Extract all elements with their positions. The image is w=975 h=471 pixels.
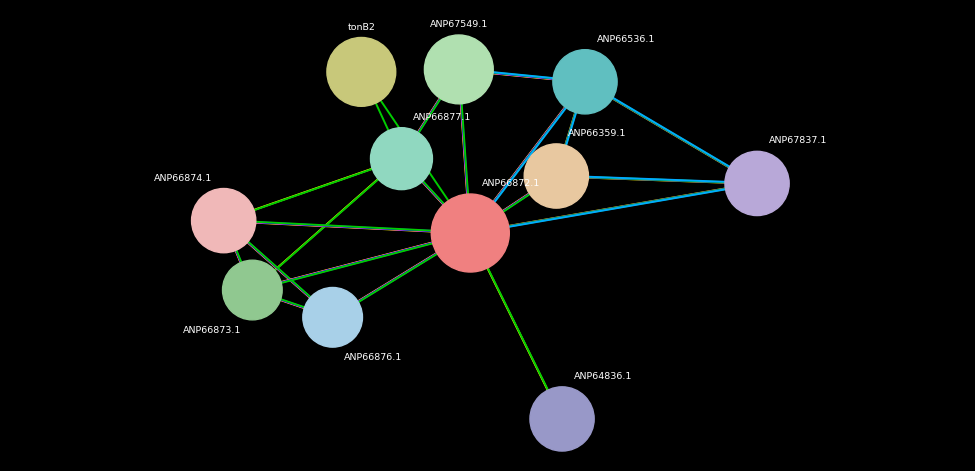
Text: ANP67837.1: ANP67837.1 [768,137,827,146]
Text: ANP66536.1: ANP66536.1 [597,35,655,44]
Ellipse shape [370,128,433,190]
Ellipse shape [725,151,789,216]
Text: ANP64836.1: ANP64836.1 [573,372,632,381]
Ellipse shape [525,144,589,208]
Text: ANP66874.1: ANP66874.1 [154,173,213,183]
Text: ANP66359.1: ANP66359.1 [567,129,626,138]
Ellipse shape [431,194,509,272]
Ellipse shape [553,49,617,114]
Text: ANP66877.1: ANP66877.1 [413,113,471,122]
Ellipse shape [303,287,363,347]
Ellipse shape [530,387,594,451]
Ellipse shape [191,188,255,253]
Text: ANP66872.1: ANP66872.1 [482,179,540,188]
Text: ANP66873.1: ANP66873.1 [182,326,241,335]
Ellipse shape [424,35,493,104]
Text: tonB2: tonB2 [347,23,375,32]
Text: ANP67549.1: ANP67549.1 [430,20,488,29]
Ellipse shape [222,260,282,320]
Ellipse shape [327,38,396,106]
Text: ANP66876.1: ANP66876.1 [344,353,403,362]
